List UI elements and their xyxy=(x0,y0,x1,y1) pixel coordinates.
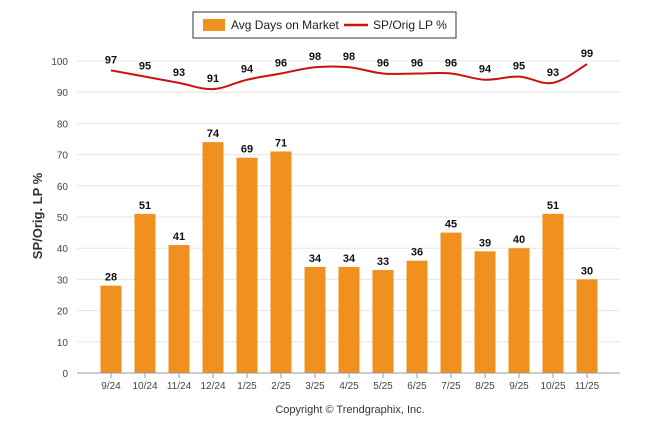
bar-value-label: 39 xyxy=(479,237,491,249)
line-value-label: 93 xyxy=(547,67,559,79)
x-tick-label: 5/25 xyxy=(373,381,393,392)
line-value-label: 96 xyxy=(411,57,423,69)
line-value-label: 95 xyxy=(513,61,525,73)
bar[interactable] xyxy=(508,248,530,373)
y-axis-label: SP/Orig. LP % xyxy=(30,172,45,259)
y-tick-label: 60 xyxy=(57,182,69,193)
bar-value-label: 33 xyxy=(377,256,389,268)
y-tick-label: 100 xyxy=(51,57,68,68)
bar-value-label: 28 xyxy=(105,272,117,284)
bar[interactable] xyxy=(406,260,428,373)
bar-value-label: 41 xyxy=(173,231,185,243)
y-tick-label: 90 xyxy=(57,88,69,99)
x-tick-label: 11/25 xyxy=(575,381,600,392)
grid-lines xyxy=(77,60,620,374)
bar-value-label: 51 xyxy=(139,200,151,212)
bar-value-label: 34 xyxy=(343,253,356,265)
line-value-label: 98 xyxy=(309,51,321,63)
legend-bar-label[interactable]: Avg Days on Market xyxy=(231,18,339,32)
legend[interactable]: Avg Days on Market SP/Orig LP % xyxy=(192,11,457,39)
line-value-label: 95 xyxy=(139,61,151,73)
bar[interactable] xyxy=(542,213,564,373)
bar-value-label: 71 xyxy=(275,137,287,149)
y-tick-label: 40 xyxy=(57,244,69,255)
x-tick-label: 9/25 xyxy=(509,381,529,392)
line-series: 97 95 93 91 94 96 98 98 96 96 96 94 95 93 99 xyxy=(105,48,593,91)
y-tick-label: 50 xyxy=(57,213,69,224)
bar-value-label: 69 xyxy=(241,144,253,156)
bar[interactable] xyxy=(270,151,292,373)
y-tick-label: 20 xyxy=(57,307,69,318)
x-tick-label: 11/24 xyxy=(167,381,192,392)
line-value-label: 98 xyxy=(343,51,355,63)
line-value-label: 93 xyxy=(173,67,185,79)
y-tick-label: 30 xyxy=(57,275,69,286)
x-tick-label: 12/24 xyxy=(200,381,225,392)
line-path[interactable] xyxy=(110,63,588,91)
bar-value-label: 30 xyxy=(581,265,593,277)
x-tick-label: 10/24 xyxy=(132,381,157,392)
bar[interactable] xyxy=(202,142,224,373)
line-value-label: 94 xyxy=(479,64,492,76)
y-tick-label: 10 xyxy=(57,338,69,349)
x-tick-label: 7/25 xyxy=(441,381,461,392)
x-tick-label: 2/25 xyxy=(271,381,291,392)
y-tick-label: 80 xyxy=(57,119,69,130)
bar[interactable] xyxy=(576,279,598,373)
y-axis: 0 10 20 30 40 50 60 70 80 90 100 xyxy=(51,57,68,380)
y-tick-label: 0 xyxy=(62,369,68,380)
bar[interactable] xyxy=(304,266,326,373)
bar-value-label: 51 xyxy=(547,200,559,212)
bar[interactable] xyxy=(100,285,122,373)
x-tick-label: 4/25 xyxy=(339,381,359,392)
line-value-label: 94 xyxy=(241,64,254,76)
bar[interactable] xyxy=(168,245,190,373)
bar[interactable] xyxy=(236,157,258,373)
bar-series: 28 51 41 74 69 71 34 34 33 36 45 39 40 51 30 xyxy=(100,128,598,373)
line-value-label: 96 xyxy=(445,57,457,69)
bar-value-label: 36 xyxy=(411,247,423,259)
copyright-footer: Copyright © Trendgraphix, Inc. xyxy=(275,404,424,416)
x-tick-label: 8/25 xyxy=(475,381,495,392)
line-value-label: 99 xyxy=(581,48,593,60)
legend-line-label[interactable]: SP/Orig LP % xyxy=(373,18,447,32)
x-tick-label: 6/25 xyxy=(407,381,427,392)
line-value-label: 97 xyxy=(105,54,117,66)
legend-box xyxy=(192,11,457,39)
bar[interactable] xyxy=(372,270,394,373)
line-value-label: 91 xyxy=(207,73,219,85)
x-tick-label: 9/24 xyxy=(101,381,121,392)
x-tick-label: 1/25 xyxy=(237,381,257,392)
bar[interactable] xyxy=(134,213,156,373)
bar[interactable] xyxy=(474,251,496,373)
y-tick-label: 70 xyxy=(57,151,69,162)
line-value-label: 96 xyxy=(275,57,287,69)
x-tick-label: 10/25 xyxy=(540,381,565,392)
bar-value-label: 40 xyxy=(513,234,525,246)
x-tick-label: 3/25 xyxy=(305,381,325,392)
x-axis: 9/24 10/24 11/24 12/24 1/25 2/25 3/25 4/25 5/25 6… xyxy=(77,372,620,392)
bar[interactable] xyxy=(440,232,462,373)
bar-value-label: 45 xyxy=(445,219,457,231)
bar-value-label: 34 xyxy=(309,253,322,265)
bar-value-label: 74 xyxy=(207,128,220,140)
bar[interactable] xyxy=(338,266,360,373)
legend-bar-swatch xyxy=(203,19,225,31)
line-value-label: 96 xyxy=(377,57,389,69)
